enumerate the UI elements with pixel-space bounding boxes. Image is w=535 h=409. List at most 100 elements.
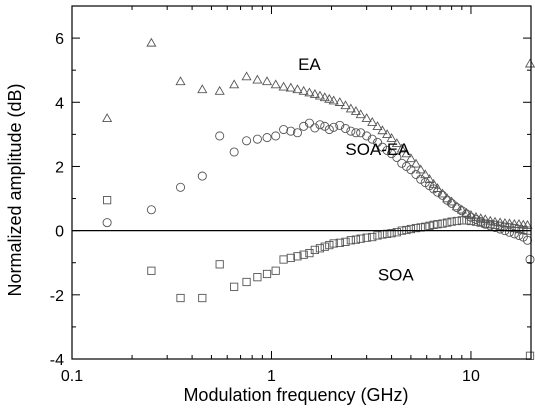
- data-point-soa-ea: [252, 134, 262, 144]
- data-point-soa-ea: [433, 187, 443, 197]
- series-soa-ea: [102, 118, 535, 265]
- data-point-soa-ea: [262, 133, 272, 143]
- data-point-soa-ea: [324, 125, 334, 135]
- data-point-ea: [214, 85, 225, 95]
- data-point-ea: [314, 90, 326, 100]
- data-point-soa: [230, 282, 239, 291]
- data-point-soa: [299, 250, 308, 259]
- y-tick-label: -2: [50, 288, 64, 305]
- data-point-ea: [345, 103, 356, 113]
- data-point-soa-ea: [335, 120, 345, 130]
- data-point-ea: [175, 76, 186, 86]
- data-point-soa: [486, 220, 495, 229]
- data-point-ea: [270, 79, 281, 89]
- data-point-soa: [253, 273, 262, 282]
- data-point-soa: [416, 223, 425, 232]
- data-point-ea: [470, 211, 482, 221]
- data-point-ea: [442, 193, 453, 203]
- data-point-soa-ea: [392, 152, 402, 163]
- data-point-soa-ea: [514, 230, 524, 240]
- data-point-ea: [324, 93, 335, 103]
- x-tick-label: 10: [462, 368, 480, 385]
- data-point-soa-ea: [397, 158, 407, 168]
- data-point-soa-ea: [304, 118, 314, 128]
- series-label-ea: EA: [298, 55, 321, 74]
- data-point-soa-ea: [437, 190, 448, 200]
- data-point-ea: [304, 87, 315, 97]
- data-point-soa-ea: [175, 182, 186, 192]
- data-point-soa: [147, 266, 156, 275]
- data-point-soa: [457, 216, 466, 225]
- data-point-ea: [446, 196, 457, 206]
- data-point-soa: [198, 293, 207, 303]
- x-tick-label: 1: [267, 368, 276, 385]
- x-axis-label: Modulation frequency (GHz): [183, 385, 408, 405]
- data-point-soa: [387, 229, 396, 238]
- data-point-ea: [367, 116, 378, 126]
- data-point-ea: [361, 113, 372, 122]
- y-tick-label: 4: [55, 95, 64, 112]
- data-point-soa: [438, 219, 447, 228]
- data-point-soa: [346, 236, 355, 245]
- data-point-ea: [350, 106, 361, 115]
- data-point-soa: [402, 225, 411, 235]
- data-point-soa: [481, 219, 490, 228]
- series-soa: [103, 196, 535, 360]
- data-point-soa: [279, 255, 288, 264]
- series-labels: EA SOA-EA SOA: [298, 55, 414, 284]
- data-point-ea: [197, 84, 208, 94]
- data-point-ea: [355, 109, 366, 119]
- data-point-soa-ea: [310, 123, 320, 133]
- data-point-ea: [377, 125, 388, 135]
- data-point-soa-ea: [346, 126, 356, 136]
- data-point-ea: [298, 85, 309, 95]
- data-point-ea: [328, 95, 339, 105]
- data-point-soa: [373, 231, 382, 240]
- data-point-ea: [309, 89, 320, 98]
- data-point-soa: [490, 220, 500, 229]
- data-point-ea: [319, 92, 330, 102]
- y-tick-label: -4: [50, 352, 64, 369]
- data-point-soa-ea: [406, 165, 416, 175]
- data-point-soa: [341, 237, 350, 246]
- data-point-soa-ea: [452, 202, 462, 213]
- data-point-soa: [452, 216, 461, 226]
- data-point-soa: [519, 225, 528, 235]
- data-point-soa-ea: [315, 120, 325, 130]
- axis-ticks: [71, 6, 531, 360]
- data-point-ea: [229, 79, 240, 89]
- data-point-ea: [410, 158, 422, 168]
- data-point-ea: [285, 82, 296, 92]
- data-point-soa-ea: [416, 174, 426, 184]
- data-point-soa-ea: [286, 126, 296, 136]
- plot-frame: [71, 5, 532, 360]
- data-point-soa: [325, 240, 334, 250]
- data-point-soa: [514, 224, 524, 234]
- data-point-soa: [447, 217, 456, 226]
- series-ea: [102, 37, 535, 229]
- data-point-soa-ea: [525, 254, 535, 265]
- data-point-soa-ea: [356, 128, 366, 138]
- data-point-soa: [286, 253, 295, 263]
- data-point-ea: [396, 143, 407, 153]
- data-point-soa-ea: [215, 131, 225, 141]
- data-point-soa: [293, 252, 302, 261]
- data-point-soa: [320, 242, 329, 251]
- data-point-soa: [103, 196, 112, 205]
- data-point-soa-ea: [299, 121, 309, 131]
- data-point-soa: [310, 245, 319, 254]
- data-point-soa: [433, 220, 442, 229]
- data-point-soa-ea: [351, 128, 361, 138]
- data-point-ea: [241, 71, 252, 81]
- data-point-soa: [362, 233, 371, 242]
- data-point-soa: [411, 223, 421, 233]
- data-point-soa: [215, 260, 224, 269]
- data-point-soa: [356, 234, 365, 243]
- data-point-soa-ea: [242, 136, 252, 146]
- y-tick-label: 2: [55, 159, 64, 176]
- data-point-soa-ea: [329, 122, 339, 132]
- x-tick-label: 0.1: [61, 368, 83, 385]
- data-point-ea: [386, 133, 397, 142]
- y-axis-label: Normalized amplitude (dB): [5, 83, 25, 296]
